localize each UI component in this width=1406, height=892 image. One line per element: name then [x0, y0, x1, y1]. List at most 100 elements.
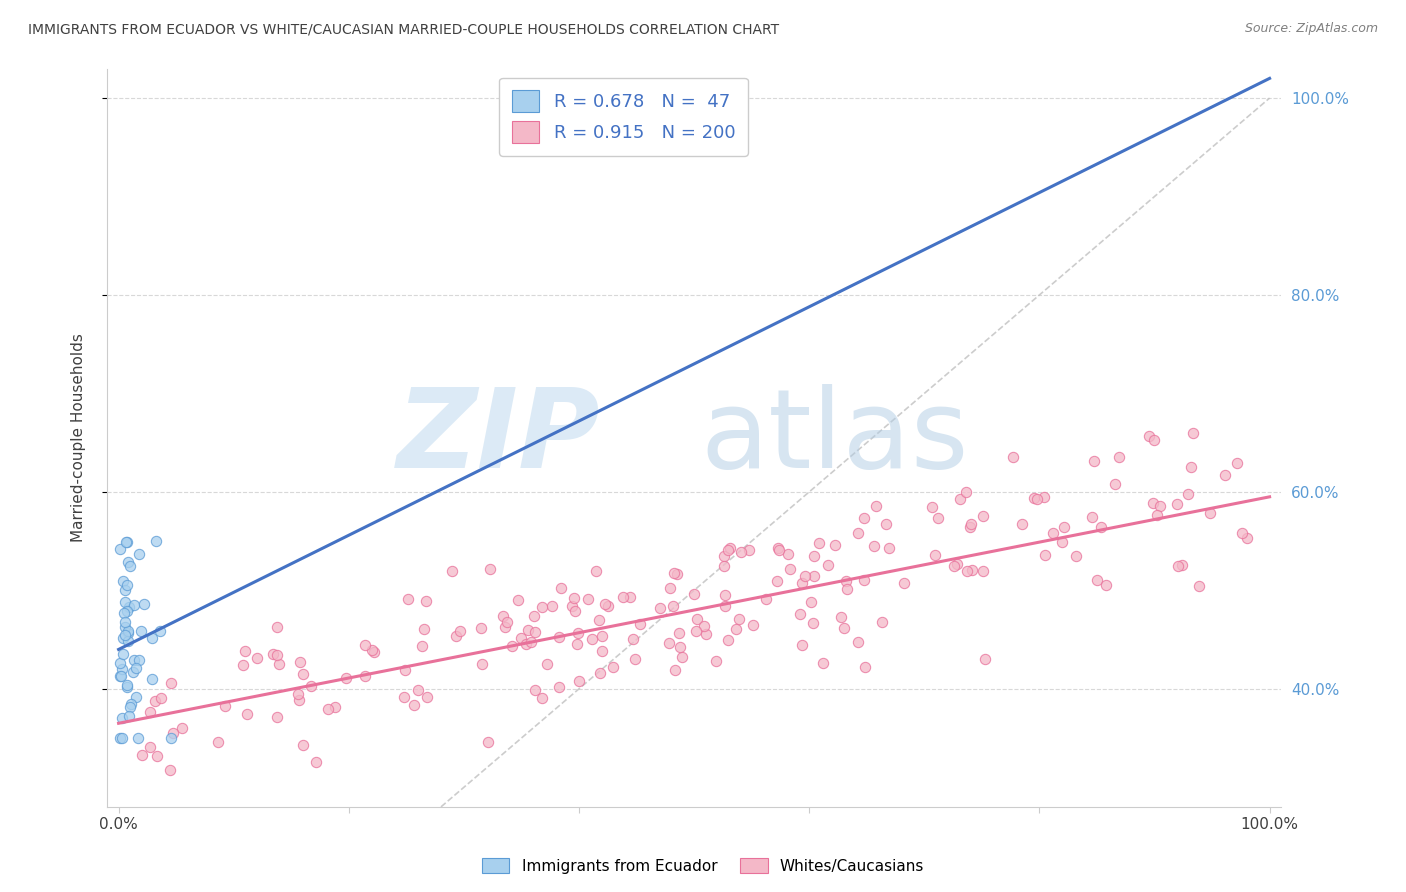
- Point: [946, 557, 969, 571]
- Point: [668, 626, 690, 640]
- Point: [662, 566, 685, 580]
- Point: [125, 661, 148, 675]
- Point: [830, 610, 852, 624]
- Point: [817, 558, 839, 572]
- Point: [588, 666, 610, 681]
- Point: [942, 559, 965, 574]
- Point: [714, 599, 737, 613]
- Point: [682, 587, 704, 601]
- Point: [792, 638, 814, 652]
- Point: [800, 595, 823, 609]
- Point: [956, 564, 979, 578]
- Point: [1033, 490, 1056, 504]
- Point: [510, 632, 533, 646]
- Point: [801, 615, 824, 630]
- Point: [581, 632, 603, 647]
- Point: [266, 710, 288, 724]
- Legend: Immigrants from Ecuador, Whites/Caucasians: Immigrants from Ecuador, Whites/Caucasia…: [475, 852, 931, 880]
- Point: [1085, 573, 1108, 587]
- Point: [115, 535, 138, 549]
- Point: [768, 541, 790, 555]
- Point: [361, 643, 384, 657]
- Point: [547, 680, 569, 694]
- Point: [122, 665, 145, 679]
- Point: [110, 669, 132, 683]
- Point: [413, 622, 436, 636]
- Point: [236, 706, 259, 721]
- Point: [233, 644, 256, 658]
- Point: [408, 683, 430, 698]
- Text: ZIP: ZIP: [396, 384, 600, 491]
- Point: [246, 650, 269, 665]
- Point: [1171, 558, 1194, 573]
- Point: [1166, 497, 1188, 511]
- Point: [1011, 517, 1033, 532]
- Point: [567, 625, 589, 640]
- Point: [846, 525, 869, 540]
- Point: [288, 693, 311, 707]
- Point: [114, 628, 136, 642]
- Point: [115, 578, 138, 592]
- Point: [623, 632, 645, 646]
- Point: [1146, 508, 1168, 523]
- Point: [1142, 496, 1164, 510]
- Point: [128, 653, 150, 667]
- Point: [112, 574, 135, 588]
- Point: [1149, 499, 1171, 513]
- Point: [536, 657, 558, 672]
- Point: [927, 511, 949, 525]
- Point: [124, 653, 146, 667]
- Point: [470, 621, 492, 635]
- Point: [1022, 491, 1045, 506]
- Point: [790, 576, 813, 591]
- Point: [111, 711, 134, 725]
- Point: [1033, 549, 1056, 563]
- Point: [824, 538, 846, 552]
- Point: [287, 687, 309, 701]
- Point: [501, 639, 523, 653]
- Point: [725, 623, 748, 637]
- Point: [108, 656, 131, 670]
- Point: [1064, 549, 1087, 563]
- Point: [354, 668, 377, 682]
- Point: [664, 663, 686, 677]
- Point: [661, 599, 683, 613]
- Point: [695, 627, 717, 641]
- Point: [120, 698, 142, 712]
- Point: [524, 625, 547, 640]
- Point: [1002, 450, 1025, 465]
- Point: [1180, 460, 1202, 475]
- Point: [832, 621, 855, 635]
- Point: [742, 617, 765, 632]
- Point: [870, 615, 893, 629]
- Point: [325, 700, 347, 714]
- Point: [117, 604, 139, 618]
- Point: [118, 709, 141, 723]
- Point: [292, 738, 315, 752]
- Point: [1137, 428, 1160, 442]
- Point: [755, 591, 778, 606]
- Point: [492, 609, 515, 624]
- Point: [713, 558, 735, 573]
- Point: [808, 535, 831, 549]
- Point: [516, 623, 538, 637]
- Point: [394, 663, 416, 677]
- Point: [1081, 509, 1104, 524]
- Point: [541, 599, 564, 614]
- Point: [1188, 579, 1211, 593]
- Point: [893, 575, 915, 590]
- Point: [714, 588, 737, 602]
- Point: [266, 648, 288, 663]
- Point: [112, 606, 135, 620]
- Point: [494, 620, 516, 634]
- Point: [813, 656, 835, 670]
- Point: [1052, 520, 1074, 534]
- Point: [118, 600, 141, 615]
- Point: [162, 726, 184, 740]
- Point: [145, 533, 167, 548]
- Point: [669, 640, 692, 655]
- Point: [1108, 450, 1130, 465]
- Point: [853, 660, 876, 674]
- Point: [146, 749, 169, 764]
- Point: [496, 615, 519, 629]
